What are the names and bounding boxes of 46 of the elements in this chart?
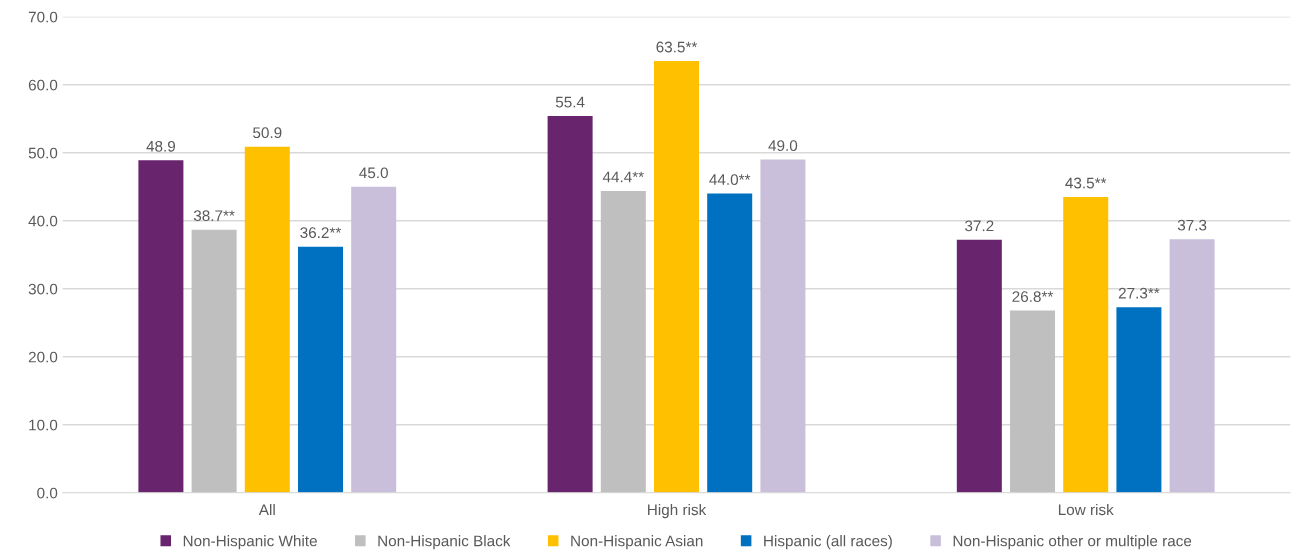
data-label: 26.8** — [1012, 291, 1054, 302]
data-label: 55.4 — [555, 96, 585, 108]
data-label: 50.9 — [253, 127, 282, 139]
y-tick-label: 10.0 — [29, 419, 58, 431]
data-label: 49.0 — [768, 140, 798, 152]
x-tick-label: High risk — [648, 503, 707, 519]
legend-label: Non-Hispanic Black — [378, 535, 511, 550]
bar — [1116, 307, 1162, 493]
bar — [547, 116, 593, 493]
legend-label: Hispanic (all races) — [764, 535, 892, 550]
legend-label: Non-Hispanic other or multiple race — [953, 535, 1192, 550]
data-label: 44.4** — [602, 171, 644, 183]
bar — [1063, 197, 1109, 493]
y-tick-label: 40.0 — [28, 215, 58, 227]
data-label: 27.3** — [1118, 287, 1160, 299]
y-tick-label: 50.0 — [28, 147, 58, 159]
bar — [191, 229, 237, 493]
bar — [956, 239, 1002, 493]
bar — [600, 190, 646, 493]
bar — [297, 246, 343, 493]
data-label: 45.0 — [359, 167, 388, 179]
bar — [1010, 310, 1056, 493]
bar — [654, 61, 700, 493]
x-tick-label: All — [258, 503, 275, 515]
y-tick-label: 20.0 — [28, 351, 58, 363]
bar — [760, 159, 806, 493]
legend-label: Non-Hispanic Asian — [571, 535, 703, 550]
data-label: 37.2 — [965, 220, 994, 232]
data-label: 44.0** — [709, 174, 751, 186]
data-label: 43.5** — [1065, 177, 1107, 189]
bar — [707, 193, 753, 493]
data-label: 63.5** — [656, 41, 698, 53]
bar — [138, 160, 184, 493]
y-tick-label: 30.0 — [28, 283, 58, 295]
data-label: 36.2** — [300, 227, 342, 239]
data-label: 48.9 — [146, 140, 176, 152]
data-label: 37.3 — [1177, 219, 1207, 231]
bar — [1169, 239, 1215, 493]
legend-label: Non-Hispanic White — [183, 535, 317, 550]
x-tick-label: Low risk — [1058, 503, 1114, 516]
bar — [351, 186, 397, 493]
y-tick-label: 60.0 — [28, 79, 58, 91]
y-tick-label: 0.0 — [37, 487, 58, 499]
data-label: 38.7** — [193, 210, 235, 222]
bar — [244, 146, 290, 493]
y-tick-label: 70.0 — [28, 11, 58, 23]
